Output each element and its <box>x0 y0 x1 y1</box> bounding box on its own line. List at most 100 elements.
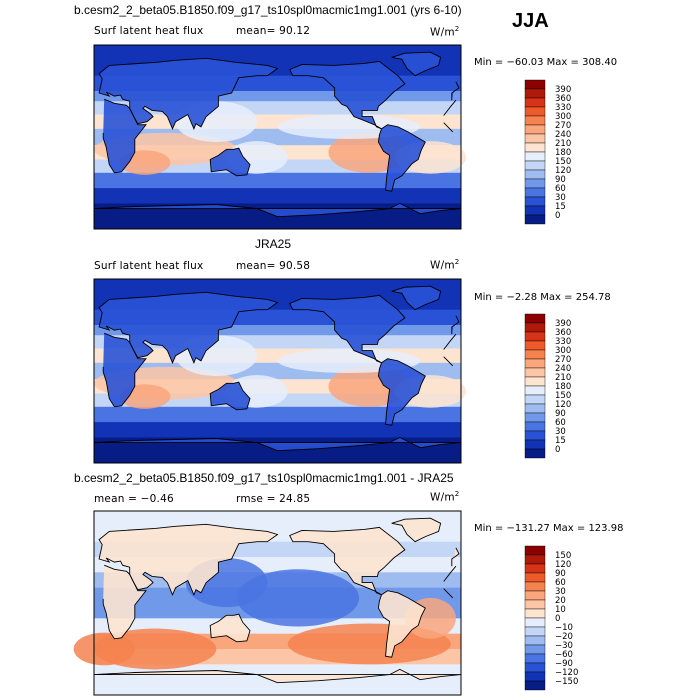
namerica-land <box>289 527 405 595</box>
samerica-land <box>378 358 426 426</box>
australia-land <box>210 614 250 642</box>
colorbar-label: 150 <box>555 391 571 401</box>
land <box>93 517 462 684</box>
panel2-map <box>93 278 467 464</box>
australia-coastline <box>209 613 251 643</box>
samerica-coastline <box>377 124 426 192</box>
colorbar-box <box>524 214 546 225</box>
colorbar-box <box>524 599 546 610</box>
field-band <box>94 188 461 204</box>
australia-coastline <box>209 381 251 411</box>
colorbar-label: 330 <box>555 337 571 347</box>
antarctica-land <box>94 437 461 451</box>
colorbar-label: 360 <box>555 94 571 104</box>
colorbar-box <box>524 124 546 135</box>
colorbar-box <box>524 653 546 664</box>
colorbar-label: 0 <box>555 614 560 624</box>
colorbar-label: 10 <box>555 605 566 615</box>
antarctica-land <box>94 203 461 217</box>
colorbar-label: 390 <box>555 85 571 95</box>
panel3-minmax: Min = −131.27 Max = 123.98 <box>474 523 624 534</box>
colorbar-box <box>524 115 546 126</box>
namerica-coastline <box>289 294 406 364</box>
colorbar-box <box>524 367 546 378</box>
colorbar-box <box>524 349 546 360</box>
colorbar-box <box>524 79 546 90</box>
colorbar-box <box>524 160 546 171</box>
colorbar-label: 120 <box>555 560 571 570</box>
colorbar-label: 150 <box>555 551 571 561</box>
colorbar-box <box>524 88 546 99</box>
eurasia-land <box>99 524 459 595</box>
colorbar-box <box>524 322 546 333</box>
colorbar-box <box>524 581 546 592</box>
colorbar-label: 30 <box>555 193 566 203</box>
eurasia-coastline <box>98 523 460 596</box>
field-feature <box>73 632 135 666</box>
panel3-map <box>73 510 462 696</box>
africa-coastline <box>102 98 457 174</box>
panel1-variable: Surf latent heat flux <box>94 25 204 37</box>
antarctica-land <box>94 669 461 683</box>
samerica-land <box>378 124 426 192</box>
samerica-coastline <box>377 358 426 426</box>
colorbar-box <box>524 662 546 673</box>
colorbar-box <box>524 187 546 198</box>
colorbar-box <box>524 376 546 387</box>
colorbar-box <box>524 385 546 396</box>
antarctica-coastline <box>93 202 462 218</box>
colorbar-label: −20 <box>555 632 573 642</box>
greenland-land <box>391 286 441 310</box>
eurasia-coastline <box>98 291 460 364</box>
colorbar-box <box>524 358 546 369</box>
colorbar-box <box>524 151 546 162</box>
colorbar-label: 270 <box>555 355 571 365</box>
colorbar-label: 30 <box>555 427 566 437</box>
colorbar-label: 15 <box>555 202 566 212</box>
colorbar-box <box>524 626 546 637</box>
eurasia-land <box>99 292 459 363</box>
map-frame <box>93 278 462 464</box>
panel1-map <box>93 44 467 230</box>
map-frame <box>93 510 462 696</box>
colorbar-label: 120 <box>555 166 571 176</box>
colorbar-label: 60 <box>555 578 566 588</box>
colorbar-box <box>524 313 546 324</box>
panel1-minmax: Min = −60.03 Max = 308.40 <box>474 57 618 68</box>
field-feature <box>287 623 451 665</box>
colorbar-box <box>524 680 546 691</box>
colorbar-label: 270 <box>555 121 571 131</box>
samerica-coastline <box>377 590 426 658</box>
antarctica-coastline <box>93 436 462 452</box>
colorbar-box <box>524 421 546 432</box>
panel2-minmax: Min = −2.28 Max = 254.78 <box>474 292 611 303</box>
colorbar-box <box>524 178 546 189</box>
field-band <box>94 325 461 336</box>
colorbar-label: 120 <box>555 400 571 410</box>
namerica-coastline <box>289 526 406 596</box>
colorbar-box <box>524 545 546 556</box>
colorbar-box <box>524 142 546 153</box>
colorbar-label: −150 <box>555 677 578 687</box>
colorbar-label: 240 <box>555 130 571 140</box>
antarctica-coastline <box>93 668 462 684</box>
panel2-title: JRA25 <box>255 237 292 251</box>
colorbar-box <box>524 412 546 423</box>
greenland-land <box>391 52 441 76</box>
greenland-land <box>391 518 441 542</box>
panel2-mean: mean= 90.58 <box>236 260 311 272</box>
colorbar-label: −10 <box>555 623 573 633</box>
colorbar-box <box>524 97 546 108</box>
map-frame <box>93 44 462 230</box>
colorbar-box <box>524 205 546 216</box>
field-bands <box>73 511 461 696</box>
colorbar-label: 90 <box>555 409 566 419</box>
field-band <box>94 91 461 102</box>
panel3-units: W/m2 <box>430 490 460 504</box>
colorbar-label: 90 <box>555 175 566 185</box>
colorbar-box <box>524 340 546 351</box>
colorbar-label: 30 <box>555 587 566 597</box>
field-band <box>94 406 461 423</box>
